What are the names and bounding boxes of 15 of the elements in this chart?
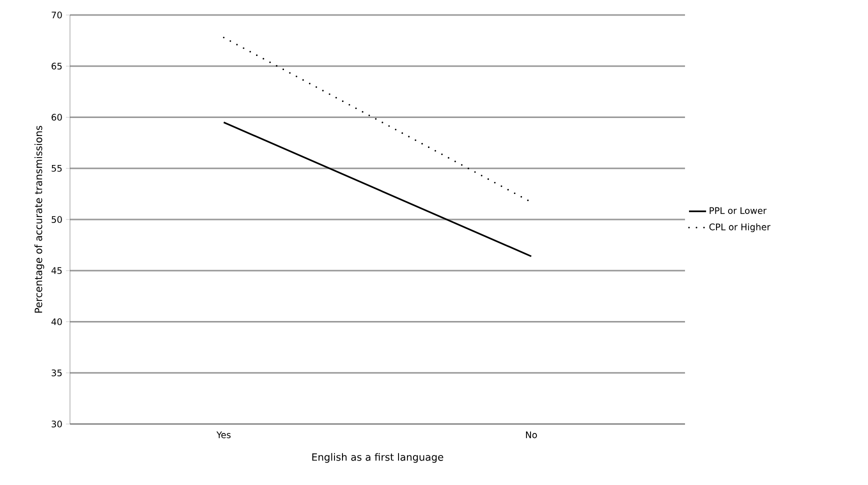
y-tick-label: 50: [52, 216, 62, 223]
legend-label: CPL or Higher: [709, 223, 770, 232]
y-tick-label: 45: [51, 267, 62, 274]
y-tick-label: 65: [52, 62, 62, 70]
y-tick-label: 60: [52, 114, 62, 121]
y-axis-title: Percentage of accurate transmissions: [34, 126, 44, 313]
y-tick-label: 40: [51, 318, 62, 326]
legend-label: PPL or Lower: [710, 207, 767, 214]
y-tick-label: 35: [52, 369, 62, 376]
y-tick-label: 30: [52, 420, 62, 428]
y-tick-label: 70: [52, 12, 62, 18]
y-tick-label: 55: [52, 165, 62, 172]
x-axis-title: English as a first language: [312, 453, 444, 463]
x-tick-label: Yes: [216, 432, 231, 438]
x-tick-label: No: [526, 432, 537, 438]
